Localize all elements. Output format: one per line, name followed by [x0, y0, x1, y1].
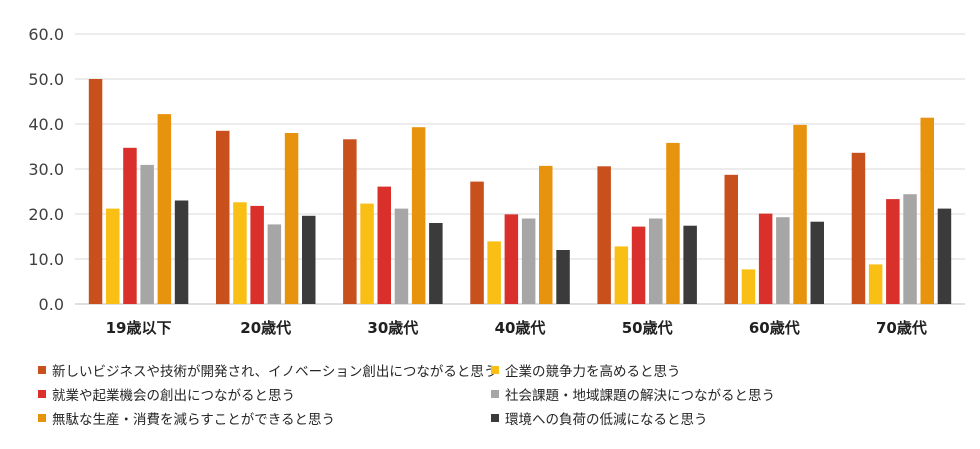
bar — [597, 166, 611, 304]
x-tick-label: 60歳代 — [749, 319, 800, 337]
bar — [106, 208, 120, 304]
bar — [868, 264, 883, 304]
bar — [394, 208, 409, 304]
legend-label: 環境への負荷の低減になると思う — [505, 412, 708, 428]
bar — [429, 223, 443, 304]
bar — [810, 221, 824, 304]
bar — [216, 130, 230, 305]
legend-swatch — [491, 390, 499, 398]
legend-item: 新しいビジネスや技術が開発され、イノベーション創出につながると思う — [38, 360, 497, 380]
bar — [741, 269, 756, 304]
bar — [886, 199, 900, 304]
bar — [233, 202, 247, 304]
legend-label: 就業や起業機会の創出につながると思う — [52, 388, 295, 404]
y-tick-label: 20.0 — [28, 205, 64, 224]
y-tick-label: 0.0 — [39, 295, 64, 314]
bar — [556, 250, 570, 304]
y-tick-label: 50.0 — [28, 70, 64, 89]
bar — [903, 194, 917, 304]
bar — [851, 152, 866, 304]
x-tick-label: 20歳代 — [240, 319, 291, 337]
bar — [302, 215, 316, 304]
legend-swatch — [38, 390, 46, 398]
legend-label: 新しいビジネスや技術が開発され、イノベーション創出につながると思う — [52, 364, 498, 380]
legend-item: 環境への負荷の低減になると思う — [491, 408, 708, 428]
y-axis: 0.0 10.0 20.0 30.0 40.0 50.0 60.0 — [28, 25, 64, 314]
bar — [521, 218, 536, 304]
y-tick-label: 60.0 — [28, 25, 64, 44]
bar — [360, 203, 374, 304]
bar — [649, 218, 663, 304]
bar — [284, 133, 299, 304]
bar — [539, 165, 553, 304]
bar — [758, 213, 773, 304]
bar — [504, 214, 519, 304]
bar — [140, 164, 154, 304]
y-tick-label: 40.0 — [28, 115, 64, 134]
legend-swatch — [491, 414, 499, 422]
bar — [683, 225, 697, 304]
y-tick-label: 10.0 — [28, 250, 64, 269]
legend-label: 無駄な生産・消費を減らすことができると思う — [52, 412, 335, 428]
y-tick-label: 30.0 — [28, 160, 64, 179]
bar — [88, 79, 103, 304]
x-tick-label: 19歳以下 — [106, 319, 172, 337]
bar — [776, 217, 790, 304]
bar — [487, 241, 501, 304]
bar — [793, 124, 807, 305]
bar — [157, 114, 172, 304]
legend-item: 企業の競争力を高めると思う — [491, 360, 681, 380]
bar — [174, 200, 189, 304]
bar — [920, 117, 934, 304]
legend-item: 就業や起業機会の創出につながると思う — [38, 384, 295, 404]
legend-label: 社会課題・地域課題の解決につながると思う — [505, 388, 775, 404]
x-tick-label: 70歳代 — [876, 319, 927, 337]
x-tick-label: 30歳代 — [367, 319, 418, 337]
bar — [724, 174, 738, 304]
legend-swatch — [38, 414, 46, 422]
x-axis: 19歳以下 20歳代 30歳代 40歳代 50歳代 60歳代 70歳代 — [106, 319, 927, 337]
bar — [250, 205, 264, 304]
bar — [343, 139, 357, 304]
legend-swatch — [38, 366, 46, 374]
legend-item: 社会課題・地域課題の解決につながると思う — [491, 384, 775, 404]
bar — [631, 226, 646, 304]
bar-chart: 0.0 10.0 20.0 30.0 40.0 50.0 60.0 19歳以下 20歳代 30歳… — [28, 25, 965, 337]
legend-item: 無駄な生産・消費を減らすことができると思う — [38, 408, 335, 428]
x-tick-label: 50歳代 — [622, 319, 673, 337]
legend-label: 企業の競争力を高めると思う — [505, 364, 681, 380]
bar — [666, 142, 680, 304]
bar — [267, 224, 282, 304]
bar — [470, 181, 484, 304]
bar — [123, 147, 137, 304]
bar — [411, 127, 426, 304]
bar — [614, 246, 629, 304]
legend-swatch — [491, 366, 499, 374]
bar — [377, 186, 391, 304]
gridlines — [75, 33, 965, 305]
x-tick-label: 40歳代 — [495, 319, 546, 337]
bars — [88, 79, 952, 305]
bar — [937, 208, 952, 304]
